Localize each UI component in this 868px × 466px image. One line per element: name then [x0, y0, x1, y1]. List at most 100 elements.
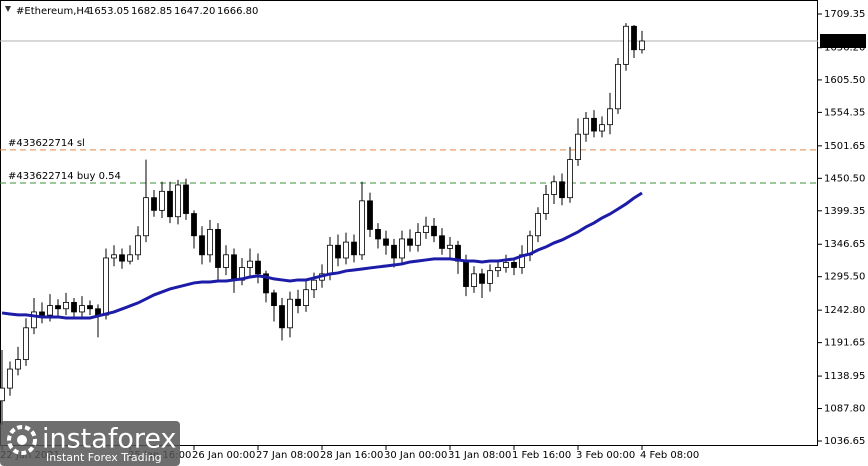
candle-body: [311, 279, 317, 291]
candle-body: [583, 117, 589, 135]
y-tick-label: 1191.65: [824, 338, 865, 349]
y-tick-label: 1138.95: [824, 371, 865, 382]
y-tick-label: 1605.50: [824, 75, 865, 86]
candle-body: [543, 194, 549, 214]
candle-body: [199, 235, 205, 256]
candle-body: [471, 273, 477, 287]
candle-body: [23, 327, 29, 360]
candle-body: [103, 257, 109, 316]
candle-body: [151, 197, 157, 211]
candle-body: [47, 305, 53, 316]
candle-body: [159, 190, 165, 211]
candle-body: [551, 181, 557, 195]
y-tick-label: 1501.65: [824, 141, 865, 152]
candle-body: [263, 273, 269, 294]
candle-body: [383, 238, 389, 246]
x-tick-label: 27 Jan 08:00: [256, 450, 319, 461]
candle-body: [303, 289, 309, 306]
moving-average: [1, 191, 643, 320]
candle-body: [359, 200, 365, 256]
candle-body: [111, 254, 117, 259]
candle-body: [143, 197, 149, 237]
candle-body: [447, 244, 453, 249]
candle-body: [591, 117, 597, 132]
price-tag-label: 1666.80: [823, 36, 864, 47]
candle-body: [0, 387, 5, 402]
y-tick-label: 1554.35: [824, 107, 865, 118]
candle-body: [391, 244, 397, 259]
x-tick-label: 26 Jan 00:00: [192, 450, 255, 461]
x-tick-label: 28 Jan 16:00: [320, 450, 383, 461]
candle-body: [559, 181, 565, 199]
watermark-tagline: Instant Forex Trading: [46, 451, 162, 464]
candle-body: [631, 25, 637, 51]
candle-body: [247, 260, 253, 268]
candle-body: [479, 273, 485, 284]
candle-body: [255, 260, 261, 275]
candle-body: [351, 241, 357, 256]
header-ohlc: 1666.80: [217, 6, 258, 17]
watermark-brand: instaforex: [42, 424, 176, 455]
y-tick-label: 1346.65: [824, 239, 865, 250]
watermark-logo: [7, 425, 37, 455]
candle-body: [119, 254, 125, 262]
candle-body: [39, 311, 45, 316]
x-tick-label: 3 Feb 00:00: [576, 450, 635, 461]
candle-body: [463, 260, 469, 287]
y-tick-label: 1709.35: [824, 9, 865, 20]
candle-body: [335, 244, 341, 259]
candle-body: [343, 241, 349, 259]
price-tag: [820, 34, 866, 49]
candle-body: [495, 267, 501, 272]
y-tick-label: 1242.80: [824, 305, 865, 316]
candle-body: [63, 302, 69, 310]
candle-body: [215, 229, 221, 268]
x-tick-label: 31 Jan 08:00: [448, 450, 511, 461]
candle-body: [287, 298, 293, 329]
candle-body: [607, 108, 613, 126]
candle-body: [327, 244, 333, 275]
candle-body: [639, 40, 645, 51]
candle-body: [231, 254, 237, 281]
header-ohlc: 1682.85: [131, 6, 172, 17]
candle-body: [79, 305, 85, 313]
plot-frame: [0, 0, 818, 446]
candle-body: [575, 133, 581, 160]
candle-body: [207, 229, 213, 256]
x-tick-label: 4 Feb 08:00: [640, 450, 699, 461]
candle-body: [487, 270, 493, 284]
candle-body: [415, 232, 421, 246]
order-label: #433622714 sl: [8, 138, 85, 149]
candle-body: [511, 262, 517, 268]
candle-body: [15, 359, 21, 370]
candle-body: [367, 200, 373, 230]
candle-body: [431, 225, 437, 237]
candle-body: [271, 292, 277, 306]
candle-body: [615, 63, 621, 110]
candle-body: [407, 238, 413, 246]
y-tick-label: 1450.50: [824, 173, 865, 184]
candle-body: [279, 305, 285, 329]
candle-body: [7, 368, 13, 389]
y-tick-label: 1087.80: [824, 404, 865, 415]
candle-body: [31, 311, 37, 329]
x-tick-label: 30 Jan 00:00: [384, 450, 447, 461]
candle-body: [87, 305, 93, 310]
symbol: #Ethereum,H4: [16, 6, 90, 17]
candle-body: [567, 159, 573, 199]
order-label: #433622714 buy 0.54: [8, 171, 121, 182]
candle-body: [191, 213, 197, 237]
candle-body: [55, 305, 61, 310]
candle-body: [167, 190, 173, 218]
candle-body: [623, 25, 629, 65]
menu-icon[interactable]: [5, 6, 11, 12]
x-tick-label: 1 Feb 16:00: [512, 450, 571, 461]
candle-body: [423, 225, 429, 233]
y-tick-label: 1036.65: [824, 436, 865, 447]
candle-body: [295, 298, 301, 306]
candle-body: [399, 238, 405, 259]
candle-body: [71, 302, 77, 313]
candle-body: [135, 235, 141, 256]
